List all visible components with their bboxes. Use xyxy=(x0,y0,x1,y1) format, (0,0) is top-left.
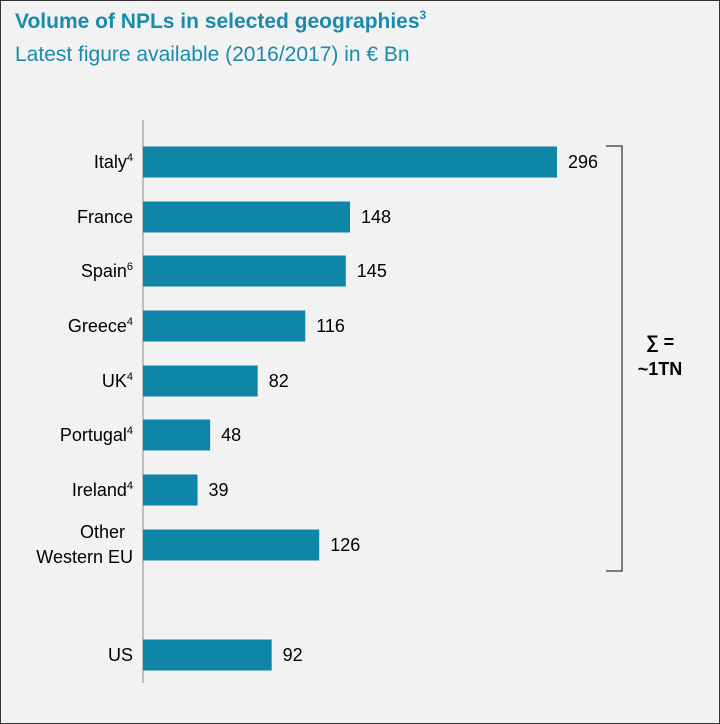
chart-title: Volume of NPLs in selected geographies3 xyxy=(15,8,427,33)
bar xyxy=(143,201,350,233)
data-label: 126 xyxy=(330,535,360,555)
bar xyxy=(143,419,211,451)
bar xyxy=(143,310,306,342)
category-label: Spain6 xyxy=(81,261,133,281)
bar xyxy=(143,365,258,397)
category-label: France xyxy=(77,207,133,227)
bar xyxy=(143,255,346,287)
bar xyxy=(143,639,272,671)
data-label: 148 xyxy=(361,207,391,227)
sum-label-line2: ~1TN xyxy=(638,359,683,379)
bar xyxy=(143,474,198,506)
data-label: 48 xyxy=(221,425,241,445)
category-label: Italy4 xyxy=(94,152,133,172)
category-label: Greece4 xyxy=(68,316,133,336)
bar xyxy=(143,146,557,178)
group-bracket xyxy=(606,145,623,572)
chart-subtitle: Latest figure available (2016/2017) in €… xyxy=(15,43,410,66)
data-label: 82 xyxy=(269,371,289,391)
data-label: 92 xyxy=(283,645,303,665)
sum-label-line1: ∑ = xyxy=(646,332,674,352)
category-label: Other Western EU xyxy=(36,522,133,567)
category-label: US xyxy=(108,645,133,665)
category-label: Portugal4 xyxy=(60,425,133,445)
bar xyxy=(143,529,320,561)
data-label: 39 xyxy=(209,480,229,500)
data-label: 116 xyxy=(316,316,345,336)
data-label: 145 xyxy=(357,261,387,281)
category-label: Ireland4 xyxy=(72,480,133,500)
data-label: 296 xyxy=(568,152,598,172)
category-label: UK4 xyxy=(102,371,133,391)
